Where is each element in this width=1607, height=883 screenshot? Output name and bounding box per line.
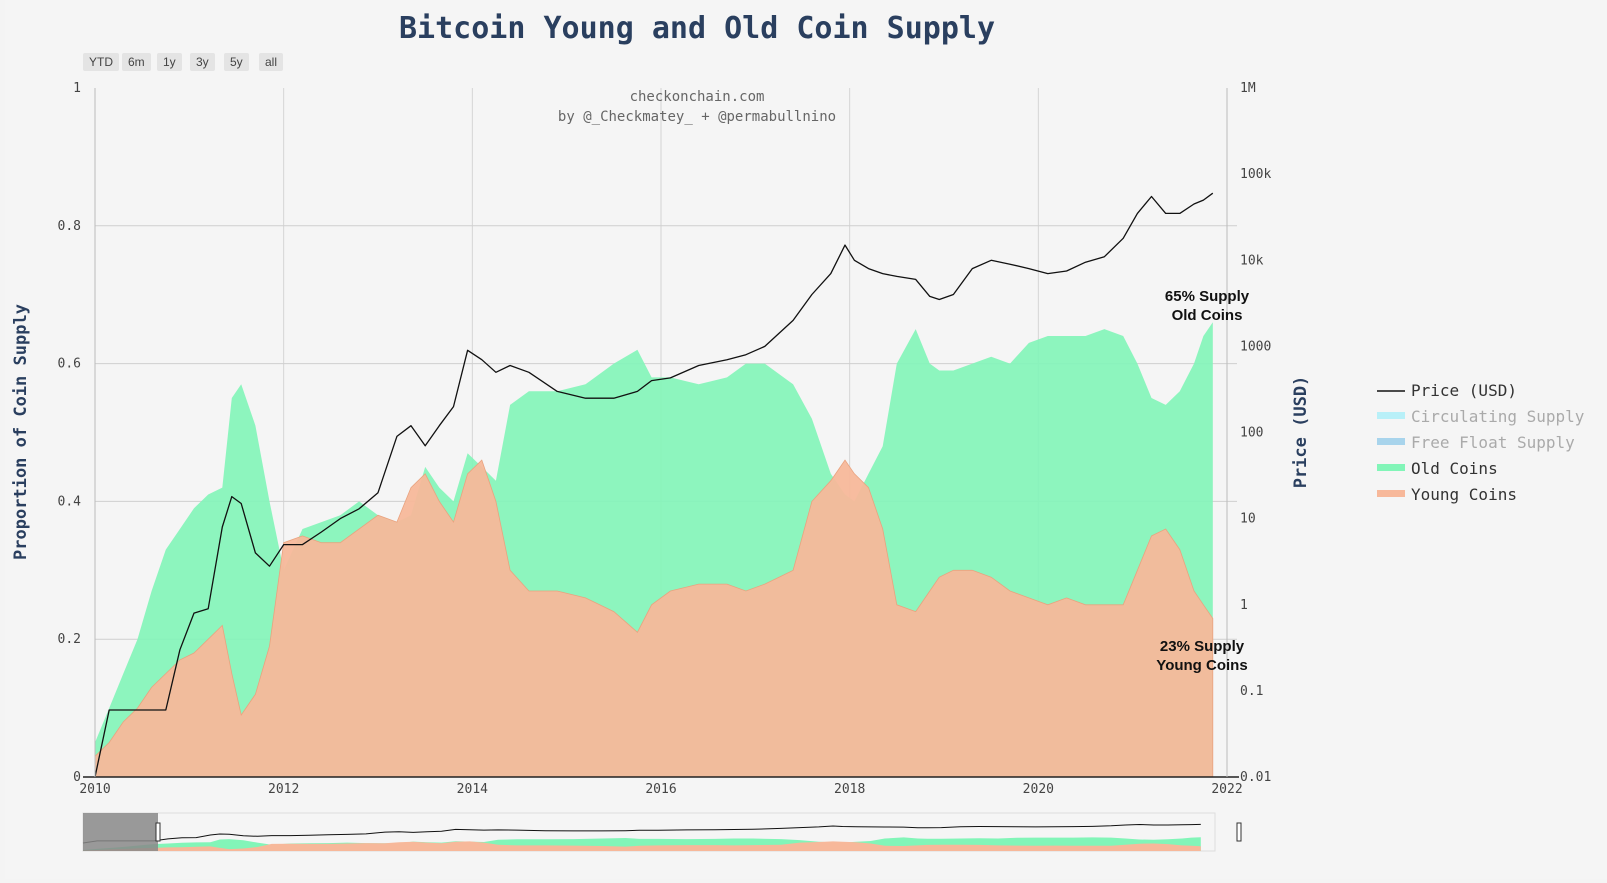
- y-right-tick-label: 1: [1240, 598, 1248, 613]
- annotation-old-line-1: 65% Supply: [1165, 288, 1250, 305]
- y-right-tick-label: 0.01: [1240, 770, 1271, 785]
- range-button-6m[interactable]: 6m: [122, 53, 151, 71]
- legend-swatch-old: [1377, 464, 1405, 471]
- legend-swatch-free-float: [1377, 438, 1405, 445]
- y-right-tick-label: 0.1: [1240, 684, 1263, 699]
- range-button-1y[interactable]: 1y: [157, 53, 182, 71]
- x-tick-label: 2014: [457, 782, 488, 797]
- annotation-young-line-2: Young Coins: [1156, 657, 1247, 674]
- legend-item-young[interactable]: Young Coins: [1411, 485, 1517, 504]
- y-left-tick-label: 0.2: [58, 632, 81, 647]
- plot-areas: [94, 322, 1214, 778]
- legend-item-free-float[interactable]: Free Float Supply: [1411, 433, 1575, 452]
- y-right-tick-label: 1M: [1240, 81, 1256, 96]
- x-tick-label: 2010: [79, 782, 110, 797]
- y-right-tick-label: 10k: [1240, 253, 1264, 268]
- range-slider-handle-left[interactable]: [155, 822, 161, 842]
- legend-item-price[interactable]: Price (USD): [1411, 381, 1517, 400]
- range-button-ytd[interactable]: YTD: [83, 53, 119, 71]
- y-right-tick-label: 1000: [1240, 339, 1271, 354]
- range-slider-mask: [83, 813, 158, 851]
- x-tick-label: 2018: [834, 782, 865, 797]
- x-tick-label: 2012: [268, 782, 299, 797]
- price-line: [94, 192, 1214, 778]
- legend[interactable]: Price (USD) Circulating Supply Free Floa…: [1377, 381, 1585, 504]
- legend-swatch-young: [1377, 490, 1405, 497]
- axes: 2010 2012 2014 2016 2018 2020 2022 0 0.2 0.4 0.6 0.…: [58, 81, 1272, 797]
- watermark-line-1: checkonchain.com: [630, 89, 765, 105]
- y-right-axis-title: Price (USD): [1291, 376, 1311, 489]
- annotation-old-line-2: Old Coins: [1172, 307, 1243, 324]
- young-coins-area: [94, 459, 1214, 778]
- chart-title: Bitcoin Young and Old Coin Supply: [399, 11, 995, 46]
- y-left-tick-label: 0.8: [58, 219, 81, 234]
- range-button-all[interactable]: all: [259, 53, 284, 71]
- y-left-axis-title: Proportion of Coin Supply: [11, 304, 31, 560]
- legend-swatch-circulating: [1377, 412, 1405, 419]
- y-right-tick-label: 100k: [1240, 167, 1271, 182]
- y-left-tick-label: 1: [73, 81, 81, 96]
- watermark-line-2: by @_Checkmatey_ + @permabullnino: [558, 109, 836, 125]
- legend-item-old[interactable]: Old Coins: [1411, 459, 1498, 478]
- y-right-tick-label: 10: [1240, 512, 1256, 527]
- y-left-tick-label: 0.6: [58, 357, 81, 372]
- y-right-tick-label: 100: [1240, 426, 1263, 441]
- x-tick-label: 2020: [1023, 782, 1054, 797]
- annotation-young-line-1: 23% Supply: [1160, 638, 1245, 655]
- range-button-5y[interactable]: 5y: [224, 53, 249, 71]
- legend-item-circulating[interactable]: Circulating Supply: [1411, 407, 1585, 426]
- y-left-tick-label: 0: [73, 770, 81, 785]
- x-tick-label: 2022: [1211, 782, 1242, 797]
- range-slider-price-line: [82, 823, 1201, 844]
- x-tick-label: 2016: [645, 782, 676, 797]
- price-series: [94, 192, 1214, 778]
- range-button-3y[interactable]: 3y: [190, 53, 215, 71]
- range-slider-young-area: [83, 841, 1201, 851]
- range-slider[interactable]: [82, 812, 1242, 852]
- y-left-tick-label: 0.4: [58, 494, 82, 509]
- range-slider-handle-right[interactable]: [1236, 822, 1242, 842]
